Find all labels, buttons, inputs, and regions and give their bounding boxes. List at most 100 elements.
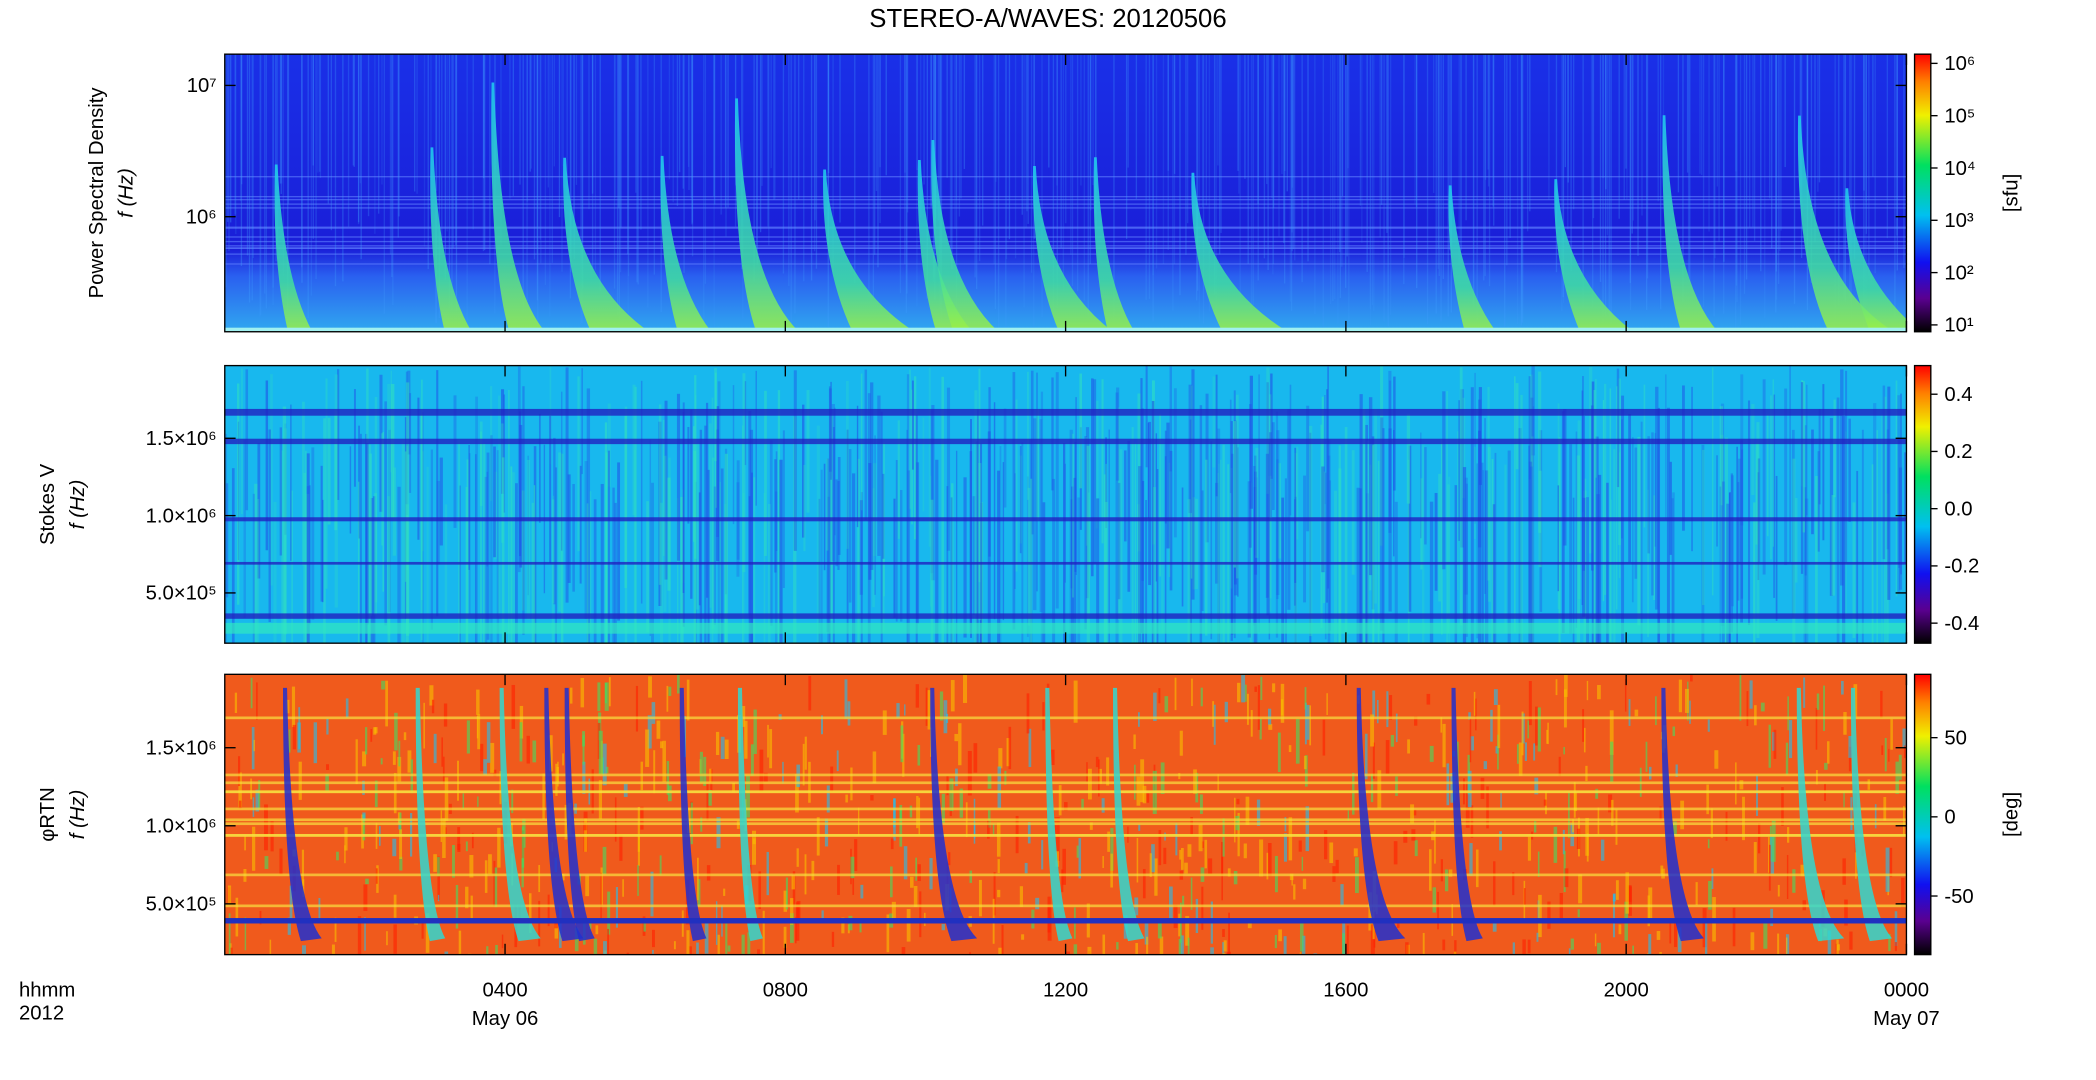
noise-stripe (1102, 855, 1104, 868)
noise-stripe (663, 455, 667, 612)
noise-stripe (290, 404, 292, 561)
noise-stripe (1173, 388, 1177, 538)
noise-stripe (1340, 884, 1344, 906)
noise-stripe (1432, 887, 1437, 913)
noise-stripe (1672, 726, 1676, 737)
noise-stripe (613, 54, 616, 289)
noise-stripe (1804, 498, 1809, 644)
noise-stripe (1756, 775, 1758, 816)
noise-stripe (1483, 761, 1488, 770)
noise-stripe (547, 894, 550, 927)
noise-stripe (1567, 54, 1569, 183)
noise-stripe (1429, 501, 1434, 644)
noise-stripe (1259, 718, 1262, 740)
noise-stripe (782, 430, 785, 588)
noise-stripe (1719, 486, 1722, 644)
noise-stripe (711, 457, 715, 629)
noise-stripe (1612, 893, 1616, 902)
noise-stripe (282, 54, 285, 276)
noise-stripe (1493, 689, 1498, 706)
noise-stripe (1805, 384, 1808, 516)
noise-stripe (962, 674, 968, 703)
noise-stripe (666, 685, 669, 712)
noise-stripe (767, 724, 769, 758)
noise-stripe (301, 54, 303, 268)
noise-stripe (664, 400, 668, 580)
noise-stripe (566, 54, 568, 200)
noise-stripe (1306, 405, 1310, 532)
noise-stripe (1135, 54, 1138, 199)
noise-stripe (904, 54, 906, 265)
noise-stripe (1324, 395, 1326, 505)
noise-stripe (645, 729, 650, 767)
noise-stripe (579, 465, 582, 584)
noise-stripe (703, 54, 705, 329)
noise-stripe (466, 54, 468, 326)
noise-stripe (1087, 946, 1092, 955)
noise-stripe (826, 458, 830, 633)
noise-stripe (1244, 54, 1246, 179)
noise-stripe (827, 54, 829, 328)
noise-stripe (1484, 54, 1486, 277)
noise-stripe (1657, 407, 1660, 644)
noise-stripe (1387, 54, 1389, 327)
noise-stripe (1543, 799, 1547, 806)
noise-stripe (458, 930, 462, 955)
noise-stripe (391, 54, 393, 278)
noise-stripe (1105, 463, 1107, 644)
noise-stripe (1495, 746, 1499, 754)
noise-stripe (570, 54, 572, 273)
noise-stripe (1144, 922, 1149, 945)
noise-stripe (365, 727, 368, 755)
noise-stripe (893, 798, 896, 828)
noise-stripe (830, 381, 832, 480)
noise-stripe (1027, 54, 1029, 224)
noise-stripe (1894, 911, 1898, 946)
noise-stripe (623, 783, 628, 797)
y-tick-label: 1.5×10⁶ (146, 737, 217, 759)
noise-stripe (1708, 880, 1712, 910)
noise-stripe (1179, 849, 1182, 860)
noise-stripe (604, 682, 608, 704)
noise-stripe (939, 691, 944, 721)
noise-stripe (397, 756, 402, 782)
noise-stripe (1651, 432, 1654, 596)
noise-stripe (279, 54, 282, 184)
noise-stripe (1449, 54, 1451, 251)
noise-stripe (1546, 729, 1549, 744)
noise-stripe (441, 737, 443, 767)
noise-stripe (1903, 54, 1905, 269)
noise-stripe (758, 871, 762, 910)
noise-stripe (916, 54, 918, 307)
noise-stripe (361, 814, 364, 849)
noise-stripe (357, 916, 362, 955)
noise-stripe (1595, 378, 1597, 478)
noise-stripe (476, 689, 480, 715)
noise-stripe (803, 54, 805, 282)
noise-stripe (573, 54, 575, 259)
noise-stripe (1167, 54, 1169, 250)
noise-stripe (1548, 54, 1550, 200)
noise-stripe (955, 768, 958, 787)
noise-stripe (1616, 368, 1620, 488)
noise-stripe (1582, 415, 1585, 571)
noise-stripe (1457, 741, 1459, 781)
noise-stripe (880, 411, 883, 644)
noise-stripe (1777, 933, 1780, 955)
noise-stripe (1442, 939, 1446, 951)
noise-stripe (444, 777, 449, 821)
noise-stripe (498, 395, 501, 616)
noise-stripe (1094, 54, 1097, 214)
noise-stripe (1403, 54, 1405, 285)
noise-stripe (291, 490, 293, 644)
noise-stripe (1764, 54, 1766, 318)
noise-stripe (1286, 54, 1288, 192)
noise-stripe (291, 686, 296, 727)
noise-stripe (530, 54, 532, 169)
noise-stripe (1440, 717, 1443, 733)
noise-stripe (365, 443, 368, 644)
noise-stripe (1180, 935, 1184, 955)
noise-stripe (1386, 54, 1388, 233)
noise-stripe (886, 914, 890, 953)
noise-stripe (1867, 779, 1871, 790)
